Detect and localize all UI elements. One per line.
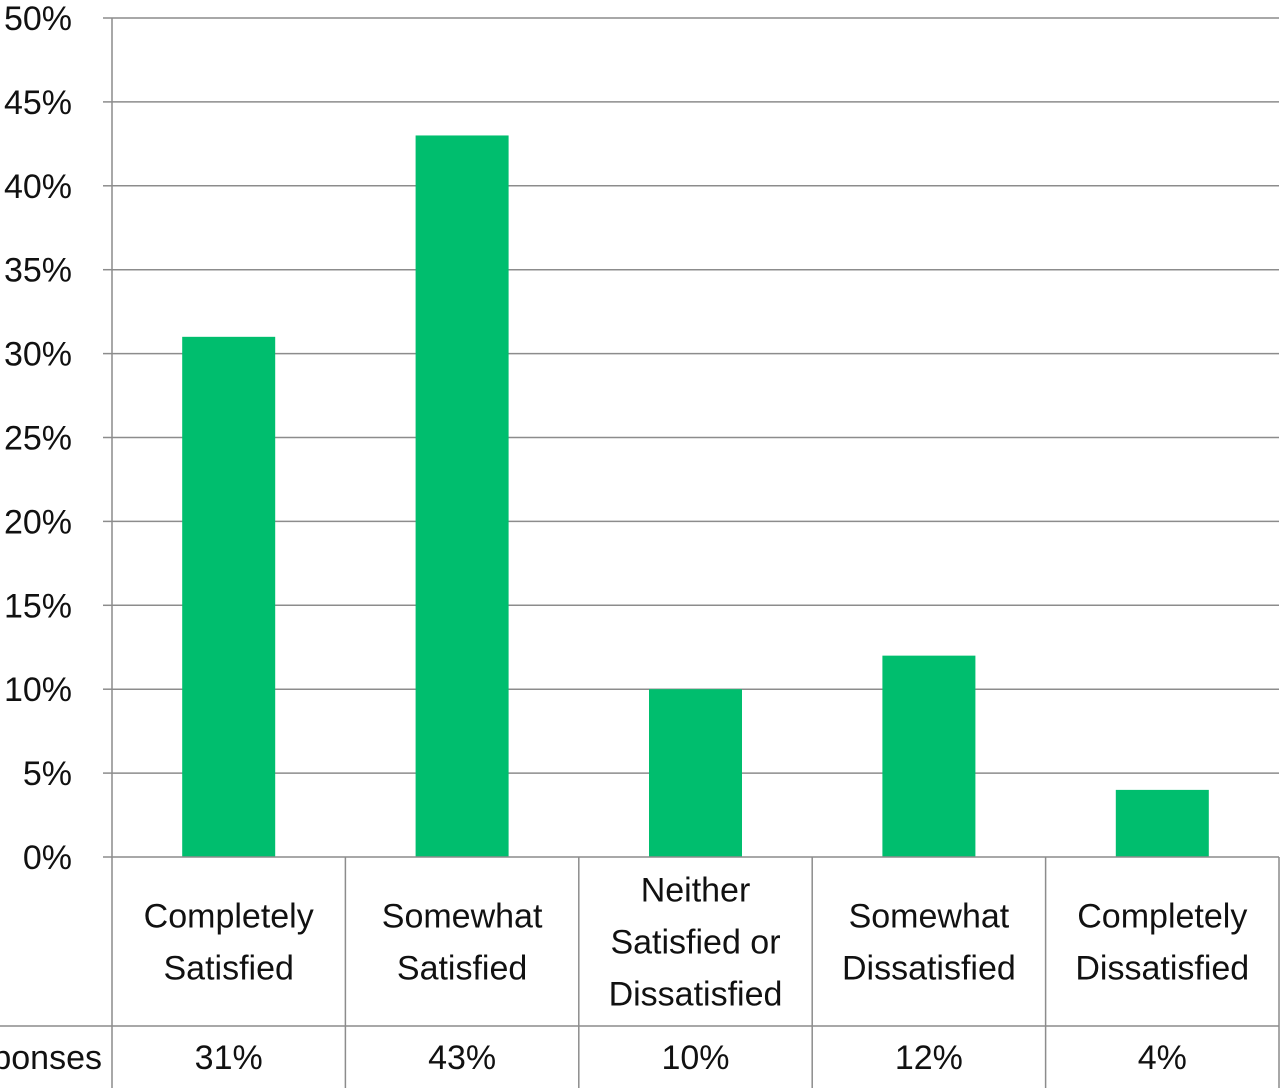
bar — [1115, 789, 1209, 857]
axes — [103, 17, 1279, 1088]
y-tick-label: 20% — [4, 503, 72, 541]
category-label-line: Dissatisfied — [842, 950, 1016, 988]
bar — [182, 336, 276, 857]
category-label-line: Satisfied — [397, 950, 527, 988]
category-label-line: Neither — [641, 872, 751, 910]
bar — [882, 655, 976, 857]
category-label-line: Dissatisfied — [609, 976, 783, 1014]
category-label-line: Dissatisfied — [1075, 950, 1249, 988]
category-label: Completely Dissatisfied — [1075, 898, 1249, 988]
category-label: Somewhat Dissatisfied — [842, 898, 1016, 988]
category-label-line: Satisfied — [163, 950, 293, 988]
table-value: 4% — [1138, 1039, 1187, 1077]
bar — [649, 689, 742, 857]
y-tick-label: 50% — [4, 0, 72, 38]
bars — [182, 135, 1209, 857]
y-tick-label: 5% — [23, 755, 72, 793]
y-tick-label: 0% — [23, 839, 72, 877]
gridlines — [112, 17, 1279, 774]
y-tick-label: 30% — [4, 336, 72, 374]
y-tick-label: 45% — [4, 84, 72, 122]
category-label: Somewhat Satisfied — [382, 898, 543, 988]
category-label-line: Somewhat — [849, 898, 1010, 936]
y-tick-label: 35% — [4, 252, 72, 290]
table-value: 10% — [661, 1039, 729, 1077]
category-label-line: Completely — [144, 898, 314, 936]
category-label-line: Somewhat — [382, 898, 543, 936]
y-axis-tick-labels: 0% 5% 10% 15% 20% 25% 30% 35% 40% 45% 50% — [4, 0, 72, 877]
table-value: 12% — [895, 1039, 963, 1077]
y-tick-label: 40% — [4, 168, 72, 206]
data-table: Completely Satisfied Somewhat Satisfied Neit… — [0, 857, 1280, 1088]
y-tick-label: 15% — [4, 587, 72, 625]
category-label-line: Completely — [1077, 898, 1247, 936]
table-value: 43% — [428, 1039, 496, 1077]
y-tick-label: 25% — [4, 420, 72, 458]
category-label-line: Satisfied or — [610, 924, 780, 962]
table-value: 31% — [195, 1039, 263, 1077]
category-label: Completely Satisfied — [144, 898, 314, 988]
table-series-label: Responses — [0, 1039, 102, 1077]
category-label: Neither Satisfied or Dissatisfied — [609, 872, 783, 1014]
y-tick-label: 10% — [4, 671, 72, 709]
bar — [415, 135, 509, 857]
